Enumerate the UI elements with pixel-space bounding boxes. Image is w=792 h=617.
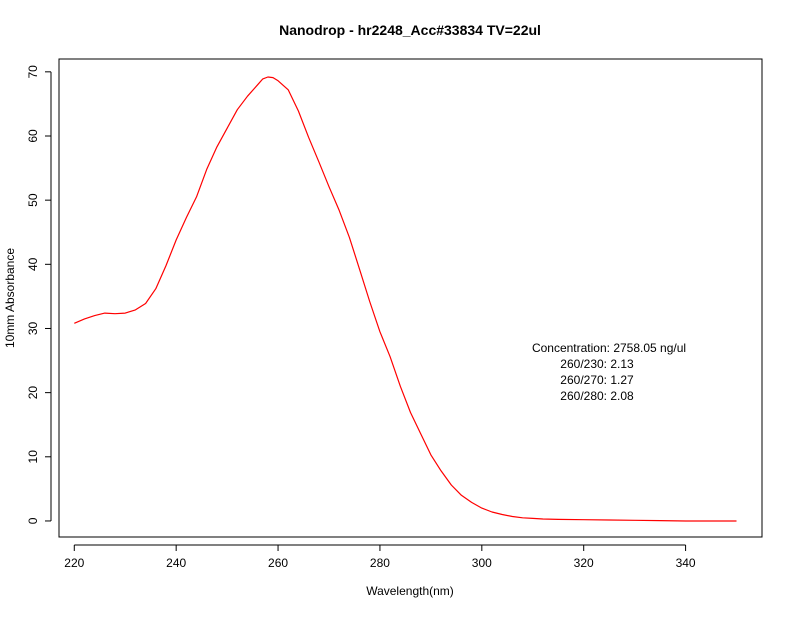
absorbance-series-line bbox=[74, 76, 737, 522]
series-group bbox=[74, 76, 737, 522]
y-tick-label: 50 bbox=[26, 193, 40, 207]
x-tick-label: 300 bbox=[472, 556, 492, 570]
annotation-ratio-260-230: 260/230: 2.13 bbox=[560, 357, 634, 371]
x-tick-label: 260 bbox=[268, 556, 288, 570]
y-tick-label: 0 bbox=[26, 517, 40, 524]
annotation-group: Concentration: 2758.05 ng/ul 260/230: 2.… bbox=[532, 341, 686, 403]
x-axis-label: Wavelength(nm) bbox=[366, 584, 454, 598]
y-tick-label: 20 bbox=[26, 386, 40, 400]
y-tick-label: 30 bbox=[26, 321, 40, 335]
x-tick-label: 240 bbox=[166, 556, 186, 570]
y-tick-label: 60 bbox=[26, 129, 40, 143]
plot-frame bbox=[58, 58, 763, 538]
x-tick-label: 280 bbox=[370, 556, 390, 570]
y-axis-label: 10mm Absorbance bbox=[3, 248, 17, 348]
axes-group: 220 240 260 280 300 320 340 0 10 20 30 40 50 60 70 bbox=[26, 58, 763, 570]
annotation-concentration: Concentration: 2758.05 ng/ul bbox=[532, 341, 686, 355]
annotation-ratio-260-280: 260/280: 2.08 bbox=[560, 389, 634, 403]
x-tick-label: 340 bbox=[676, 556, 696, 570]
y-tick-label: 40 bbox=[26, 257, 40, 271]
y-tick-label: 10 bbox=[26, 450, 40, 464]
x-tick-label: 220 bbox=[64, 556, 84, 570]
chart-title: Nanodrop - hr2248_Acc#33834 TV=22ul bbox=[279, 22, 541, 38]
x-tick-label: 320 bbox=[574, 556, 594, 570]
y-tick-label: 70 bbox=[26, 65, 40, 79]
annotation-ratio-260-270: 260/270: 1.27 bbox=[560, 373, 634, 387]
